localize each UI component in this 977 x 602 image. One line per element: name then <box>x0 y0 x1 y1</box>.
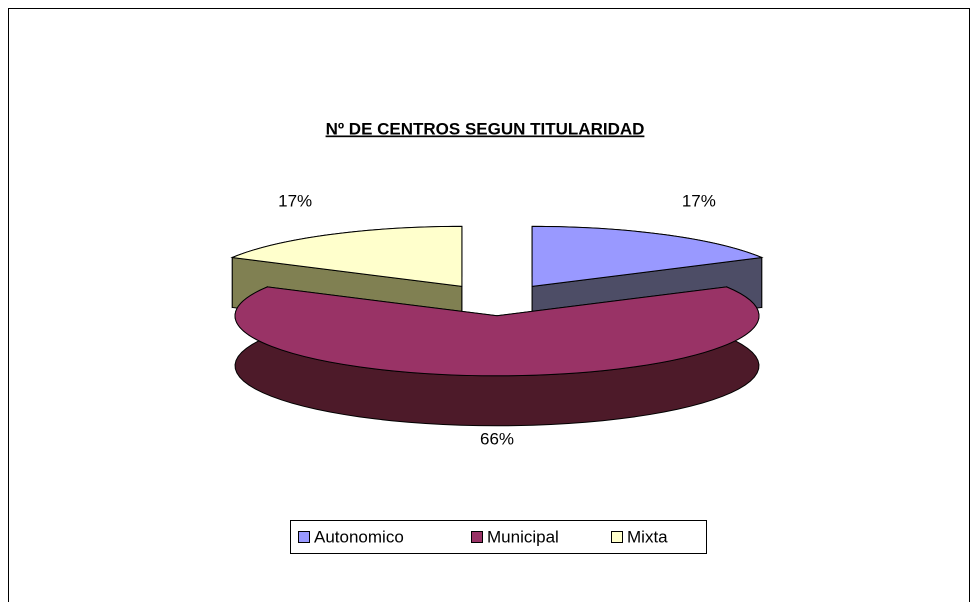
legend-label: Municipal <box>487 527 559 546</box>
slice <box>234 286 760 427</box>
legend-swatch <box>611 531 623 543</box>
chart-title: Nº DE CENTROS SEGUN TITULARIDAD <box>326 119 645 138</box>
data-label: 17% <box>682 192 716 211</box>
slice-top <box>234 286 760 377</box>
chart-frame <box>8 8 970 602</box>
legend-swatch <box>298 531 310 543</box>
slice-top <box>531 225 764 287</box>
legend-label: Autonomico <box>314 527 404 546</box>
slice-top <box>230 225 463 287</box>
data-label: 17% <box>278 192 312 211</box>
data-label: 66% <box>480 429 514 448</box>
legend-label: Mixta <box>627 527 668 546</box>
legend-box <box>290 520 707 554</box>
legend-swatch <box>471 531 483 543</box>
